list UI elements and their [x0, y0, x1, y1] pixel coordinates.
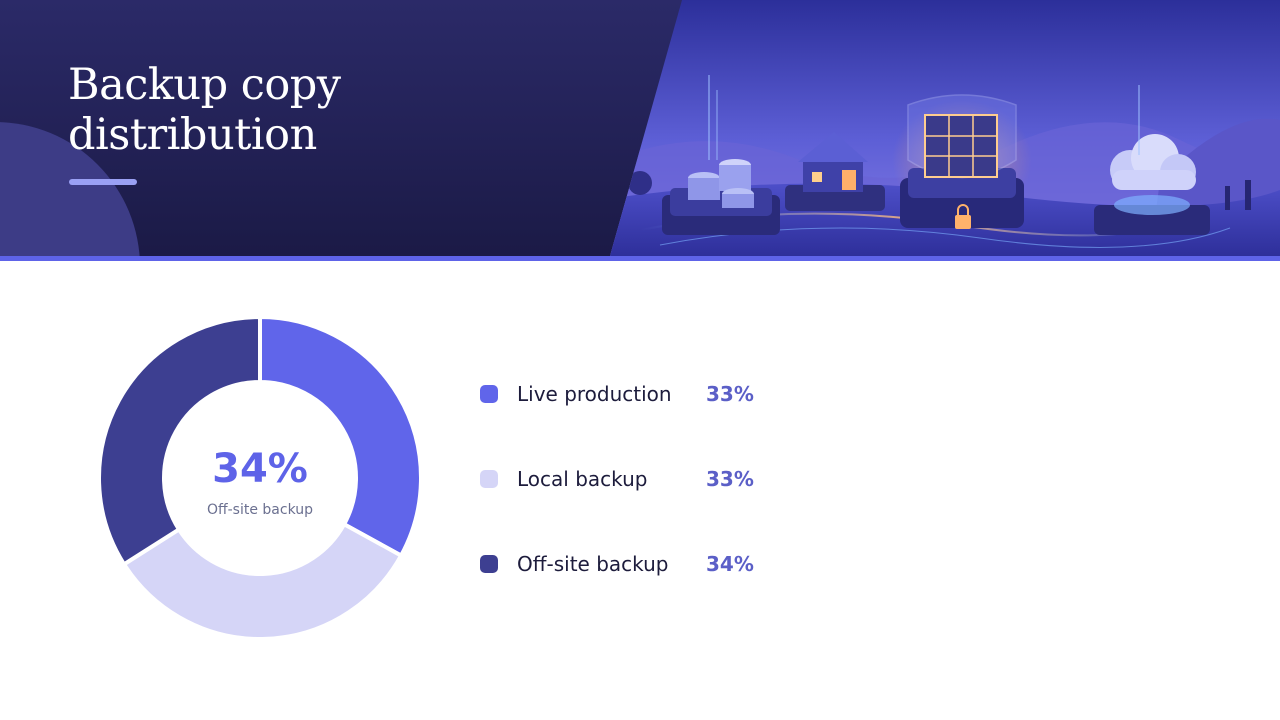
legend-value: 33%	[706, 467, 754, 491]
cloud-icon	[1094, 134, 1210, 235]
donut-center-label: Off-site backup	[206, 502, 314, 518]
donut-chart	[97, 314, 423, 641]
legend-label: Local backup	[517, 467, 648, 491]
slide-header: Backup copy distribution	[0, 0, 1280, 256]
legend-label: Off-site backup	[517, 552, 669, 576]
hero-illustration	[610, 0, 1280, 256]
legend-value: 34%	[706, 552, 754, 576]
legend-swatch	[480, 555, 498, 573]
house-icon	[785, 132, 885, 211]
legend-value: 33%	[706, 382, 754, 406]
database-icon	[662, 159, 780, 235]
legend-item-offsite-backup: Off-site backup 34%	[480, 549, 800, 579]
donut-center-value: 34%	[212, 446, 308, 492]
legend-swatch	[480, 385, 498, 403]
donut-slice-live-production	[258, 314, 423, 559]
legend-item-local-backup: Local backup 33%	[480, 464, 800, 494]
legend-label: Live production	[517, 382, 672, 406]
donut-slice-local-backup	[121, 521, 404, 641]
padlock-icon	[955, 204, 971, 229]
legend-item-live-production: Live production 33%	[480, 379, 800, 409]
donut-slice-off-site-backup	[97, 314, 262, 568]
legend-swatch	[480, 470, 498, 488]
header-accent-bar	[0, 256, 1280, 261]
slide-title: Backup copy distribution	[68, 60, 341, 160]
title-underline	[69, 179, 137, 185]
secure-cube-icon	[900, 94, 1024, 228]
